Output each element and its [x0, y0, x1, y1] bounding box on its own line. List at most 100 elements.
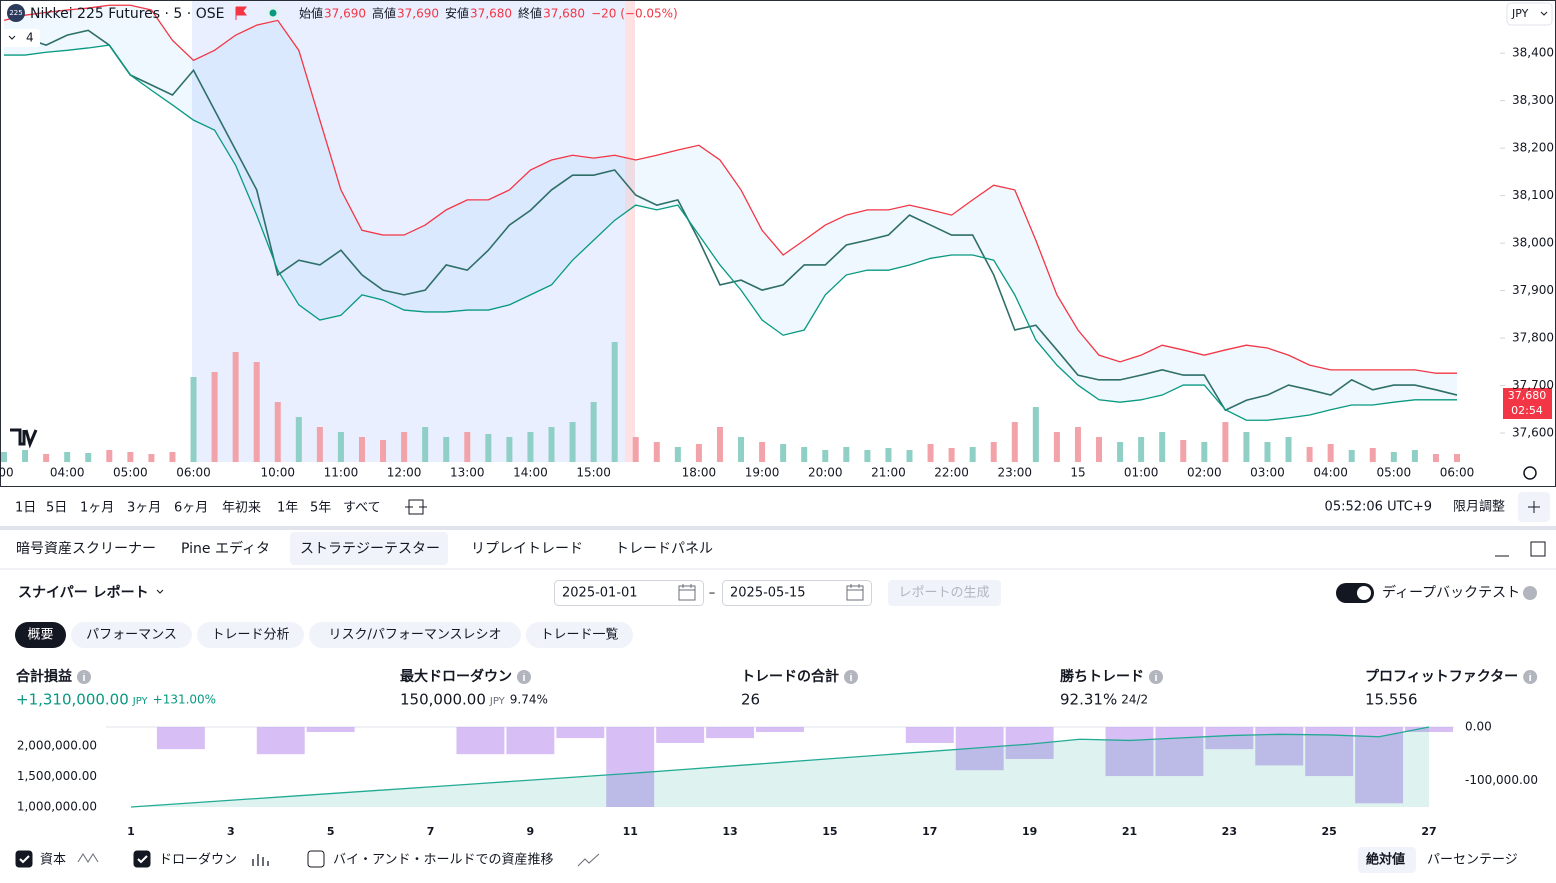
volume-bar [316, 427, 323, 462]
range-button[interactable]: 1ヶ月 [80, 501, 114, 516]
x-tick-label: 19 [1022, 825, 1037, 838]
legend-checkbox[interactable] [133, 850, 151, 868]
volume-bar [822, 450, 829, 462]
x-tick-label: 13 [722, 825, 737, 838]
volume-bar [358, 437, 365, 462]
x-tick-label: 11 [623, 825, 638, 838]
currency-box[interactable] [1506, 2, 1553, 26]
x-tick-label: 22:00 [934, 466, 969, 480]
x-tick-label: 11:00 [324, 466, 359, 480]
range-button[interactable]: 6ヶ月 [174, 501, 208, 516]
x-tick-label: 25 [1322, 825, 1337, 838]
equity-line [130, 726, 1430, 808]
section-pill[interactable] [15, 622, 66, 648]
section-pill[interactable] [309, 622, 521, 648]
legend-label[interactable]: ドローダウン [159, 853, 237, 868]
currency: JPY [1511, 7, 1529, 20]
volume-bar [1011, 422, 1018, 462]
x-tick-label: 21:00 [871, 466, 906, 480]
volume-bar [190, 377, 197, 462]
x-tick-label: 23 [1222, 825, 1237, 838]
range-button[interactable]: 年初来 [222, 501, 261, 516]
x-tick-label: 3 [227, 825, 235, 838]
x-tick-label: 13:00 [450, 466, 485, 480]
start-date: 2025-01-01 [562, 586, 638, 601]
volume-bar [22, 450, 29, 462]
panel-tab[interactable]: トレードパネル [615, 541, 713, 557]
metric-label: トレードの合計 [741, 668, 839, 685]
compare-icon[interactable] [405, 499, 427, 515]
x-tick-label: 03:00 [1250, 466, 1285, 480]
section-pill[interactable] [197, 622, 304, 648]
volume-bar [443, 437, 450, 462]
legend-label[interactable]: 資本 [40, 853, 66, 868]
report-title[interactable]: スナイパー レポート [18, 584, 149, 601]
legend-checkbox[interactable] [15, 850, 33, 868]
y2-tick-label: -100,000.00 [1465, 773, 1538, 787]
volume-bar [337, 432, 344, 462]
end-date: 2025-05-15 [730, 586, 806, 601]
x-tick-label: 05:00 [113, 466, 148, 480]
volume-bar [1285, 437, 1292, 462]
volume-bar [948, 448, 955, 462]
indicator-toggle[interactable] [2, 29, 40, 47]
range-button[interactable]: 1日 [15, 501, 36, 516]
flag-icon[interactable] [235, 6, 247, 20]
panel-tab[interactable]: Pine エディタ [181, 540, 270, 557]
section-pill[interactable] [526, 622, 633, 648]
section-label: パフォーマンス [86, 628, 177, 643]
volume-bar [1138, 437, 1145, 462]
ohlc-value: 37,690 [397, 7, 439, 21]
x-tick-label: 17 [922, 825, 937, 838]
panel-controls[interactable] [1495, 541, 1546, 557]
x-tick-label: :00 [0, 466, 14, 480]
metric-unit: JPY [489, 696, 506, 707]
x-tick-label: 02:00 [1187, 466, 1222, 480]
x-tick-label: 04:00 [1313, 466, 1348, 480]
range-button[interactable]: 5日 [46, 501, 67, 516]
end-date-input[interactable] [722, 580, 872, 606]
y-tick-label: 1,500,000.00 [17, 769, 97, 783]
x-tick-label: 21 [1122, 825, 1137, 838]
date-separator: – [709, 586, 716, 601]
countdown: 02:54 [1511, 404, 1543, 417]
deep-backtest-label: ディープバックテスト [1382, 584, 1520, 601]
drawdown-bar [156, 727, 205, 750]
price-plot [1, 4, 1460, 462]
x-tick-label: 5 [327, 825, 335, 838]
metric-label: プロフィットファクター [1365, 669, 1518, 685]
section-pill[interactable] [71, 622, 192, 648]
drawdown-bar [1355, 727, 1404, 804]
metric-extra: 24/2 [1121, 693, 1148, 707]
panel-tab[interactable]: 暗号資産スクリーナー [16, 541, 156, 557]
y-tick-label: 37,700 [1512, 378, 1554, 392]
x-tick-label: 14:00 [513, 466, 548, 480]
volume-bar [1390, 452, 1397, 462]
generate-button[interactable] [888, 580, 1001, 606]
y-tick-label: 1,000,000.00 [17, 800, 97, 814]
range-button[interactable]: 1年 [277, 501, 298, 516]
volume-bar [1201, 442, 1208, 462]
line-icon [77, 853, 99, 863]
volume-bar [127, 452, 134, 462]
range-button[interactable]: 3ヶ月 [127, 501, 161, 516]
legend-checkbox[interactable] [307, 850, 325, 868]
y-tick-label: 38,300 [1512, 93, 1554, 107]
adjust-button[interactable]: 限月調整 [1453, 500, 1505, 515]
help-icon[interactable] [1523, 586, 1537, 600]
start-date-input[interactable] [554, 580, 704, 606]
panel-tab[interactable]: リプレイトレード [471, 541, 583, 557]
drawdown-bar [905, 727, 954, 743]
legend-label[interactable]: バイ・アンド・ホールドでの資産推移 [333, 852, 553, 868]
y-tick-label: 38,100 [1512, 188, 1554, 202]
mode-option[interactable]: 絶対値 [1365, 852, 1405, 868]
panel-tab[interactable]: ストラテジーテスター [300, 541, 440, 557]
drawdown-bar [1255, 727, 1304, 766]
range-button[interactable]: 5年 [310, 501, 331, 516]
y2-tick-label: 0.00 [1465, 720, 1492, 734]
settings-icon[interactable] [1523, 466, 1537, 480]
badge-text: 225 [9, 9, 22, 17]
mode-option[interactable]: パーセンテージ [1427, 853, 1518, 868]
range-button[interactable]: すべて [343, 501, 381, 516]
